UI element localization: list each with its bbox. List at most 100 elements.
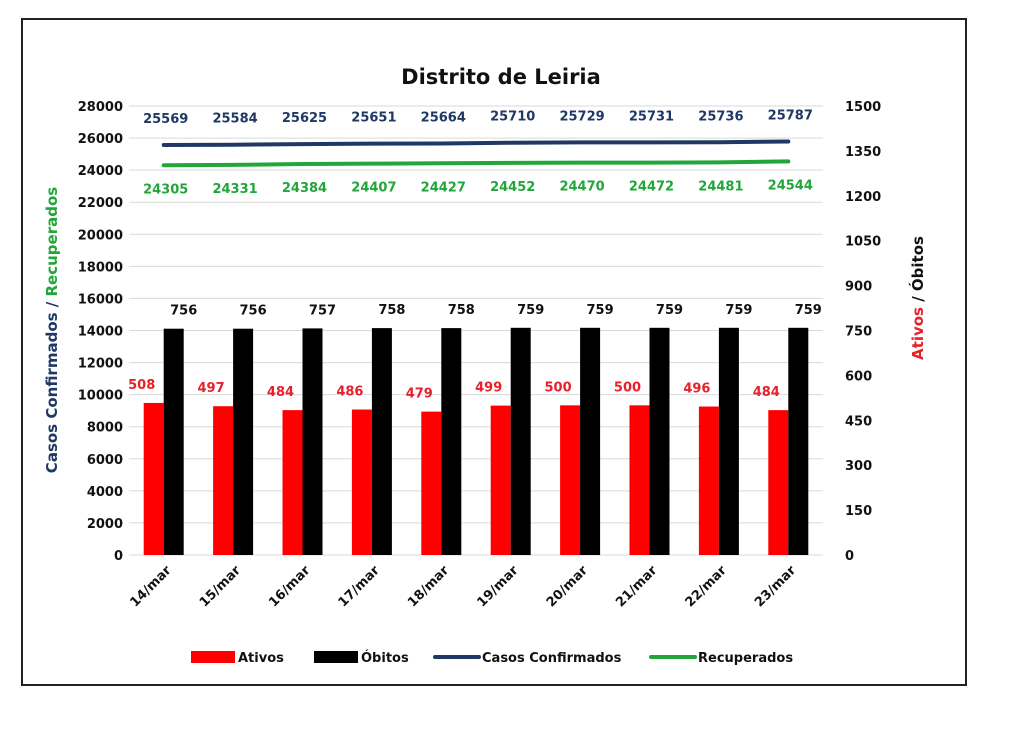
data-label--bitos: 759: [656, 303, 683, 318]
data-label-recuperados: 24384: [282, 181, 327, 196]
right-axis-tick-label: 0: [845, 549, 854, 564]
right-axis-tick-label: 1200: [845, 190, 881, 205]
chart-title: Distrito de Leiria: [401, 65, 601, 89]
data-label-ativos: 500: [545, 380, 572, 395]
line-casos-confirmados: [161, 139, 791, 147]
bar--bitos: [233, 328, 254, 555]
x-axis-tick-label: 23/mar: [752, 563, 799, 610]
data-label-ativos: 484: [753, 385, 780, 400]
data-label--bitos: 758: [448, 303, 475, 318]
bar--bitos: [649, 327, 670, 555]
right-axis-tick-label: 150: [845, 504, 872, 519]
left-axis-label-separator: /: [43, 297, 61, 313]
data-label-casos-confirmados: 25664: [421, 110, 466, 125]
bar--bitos: [788, 327, 809, 555]
bar--bitos: [302, 328, 323, 555]
x-axis-tick-label: 21/mar: [613, 563, 660, 610]
data-label-casos-confirmados: 25584: [212, 112, 257, 127]
data-label-ativos: 486: [336, 385, 363, 400]
data-label--bitos: 759: [517, 303, 544, 318]
data-label-ativos: 497: [198, 381, 225, 396]
x-axis-tick-label: 18/mar: [405, 563, 452, 610]
left-axis-label: Casos Confirmados / Recuperados: [43, 187, 61, 473]
bar-ativos: [698, 406, 719, 555]
left-axis-tick-label: 4000: [87, 485, 123, 500]
data-label-casos-confirmados: 25736: [698, 109, 743, 124]
legend-label--bitos: Óbitos: [361, 650, 409, 666]
right-axis-tick-label: 1350: [845, 145, 881, 160]
left-axis-tick-label: 22000: [78, 196, 123, 211]
data-label-casos-confirmados: 25731: [629, 109, 674, 124]
data-label-recuperados: 24452: [490, 180, 535, 195]
left-axis-tick-label: 16000: [78, 292, 123, 307]
data-label-ativos: 479: [406, 387, 433, 402]
data-label--bitos: 759: [587, 303, 614, 318]
data-label-recuperados: 24544: [768, 178, 813, 193]
left-axis-tick-label: 20000: [78, 228, 123, 243]
bar-ativos: [560, 405, 581, 555]
bar-ativos: [768, 410, 789, 555]
right-axis-label-part1: Ativos: [909, 307, 927, 360]
left-axis-tick-label: 18000: [78, 260, 123, 275]
legend-label-ativos: Ativos: [238, 651, 284, 666]
left-axis-tick-label: 26000: [78, 132, 123, 147]
data-label-casos-confirmados: 25787: [768, 108, 813, 123]
bar-ativos: [490, 405, 511, 555]
right-axis-tick-label: 300: [845, 459, 872, 474]
data-label-casos-confirmados: 25710: [490, 110, 535, 125]
bar--bitos: [441, 328, 462, 555]
data-label-recuperados: 24481: [698, 179, 743, 194]
bar-ativos: [421, 411, 442, 555]
data-label-casos-confirmados: 25651: [351, 111, 396, 126]
bar-ativos: [629, 405, 650, 555]
data-label-recuperados: 24470: [559, 180, 604, 195]
right-axis-tick-label: 900: [845, 280, 872, 295]
legend-swatch--bitos: [314, 651, 358, 663]
data-label-recuperados: 24472: [629, 180, 674, 195]
chart-canvas: 508 756 497 756 484 757 486 758 479 758 499 759 500 7…: [43, 65, 927, 666]
data-label-casos-confirmados: 25729: [559, 109, 604, 124]
data-label-ativos: 500: [614, 380, 641, 395]
right-axis-tick-label: 750: [845, 325, 872, 340]
data-label--bitos: 756: [170, 304, 197, 319]
bar-ativos: [213, 406, 234, 555]
legend-label-recuperados: Recuperados: [698, 651, 793, 666]
x-axis-tick-label: 15/mar: [197, 563, 244, 610]
left-axis-tick-label: 0: [114, 549, 123, 564]
data-label--bitos: 758: [378, 303, 405, 318]
bar-ativos: [282, 410, 303, 555]
left-axis-tick-label: 14000: [78, 325, 123, 340]
bar--bitos: [580, 327, 601, 555]
x-axis-tick-label: 17/mar: [336, 563, 383, 610]
right-axis-tick-label: 450: [845, 414, 872, 429]
x-axis-tick-label: 16/mar: [266, 563, 313, 610]
x-axis-tick-label: 22/mar: [683, 563, 730, 610]
data-label-ativos: 499: [475, 381, 502, 396]
bar-ativos: [351, 409, 372, 555]
right-axis-tick-label: 1050: [845, 235, 881, 250]
right-axis-label-separator: /: [909, 291, 927, 307]
lines-group: [161, 139, 791, 168]
data-label-recuperados: 24407: [351, 181, 396, 196]
data-label--bitos: 756: [240, 304, 267, 319]
x-axis-tick-label: 20/mar: [544, 563, 591, 610]
data-label-casos-confirmados: 25569: [143, 112, 188, 127]
left-axis-tick-label: 8000: [87, 421, 123, 436]
left-axis-tick-label: 10000: [78, 389, 123, 404]
bars-group: [143, 327, 809, 555]
right-axis-label: Ativos / Óbitos: [908, 236, 927, 360]
x-axis-tick-label: 19/mar: [474, 563, 521, 610]
legend-swatch-ativos: [191, 651, 235, 663]
data-label--bitos: 757: [309, 303, 336, 318]
right-axis-tick-label: 600: [845, 369, 872, 384]
line-recuperados: [161, 159, 791, 168]
x-axis-tick-label: 14/mar: [127, 563, 174, 610]
data-label-recuperados: 24331: [212, 182, 257, 197]
data-label-ativos: 484: [267, 385, 294, 400]
legend-label-casos-confirmados: Casos Confirmados: [482, 651, 622, 666]
left-axis-tick-label: 2000: [87, 517, 123, 532]
bar--bitos: [510, 327, 531, 555]
left-axis-tick-label: 24000: [78, 164, 123, 179]
data-label-ativos: 508: [128, 378, 155, 393]
left-axis-tick-label: 28000: [78, 100, 123, 115]
